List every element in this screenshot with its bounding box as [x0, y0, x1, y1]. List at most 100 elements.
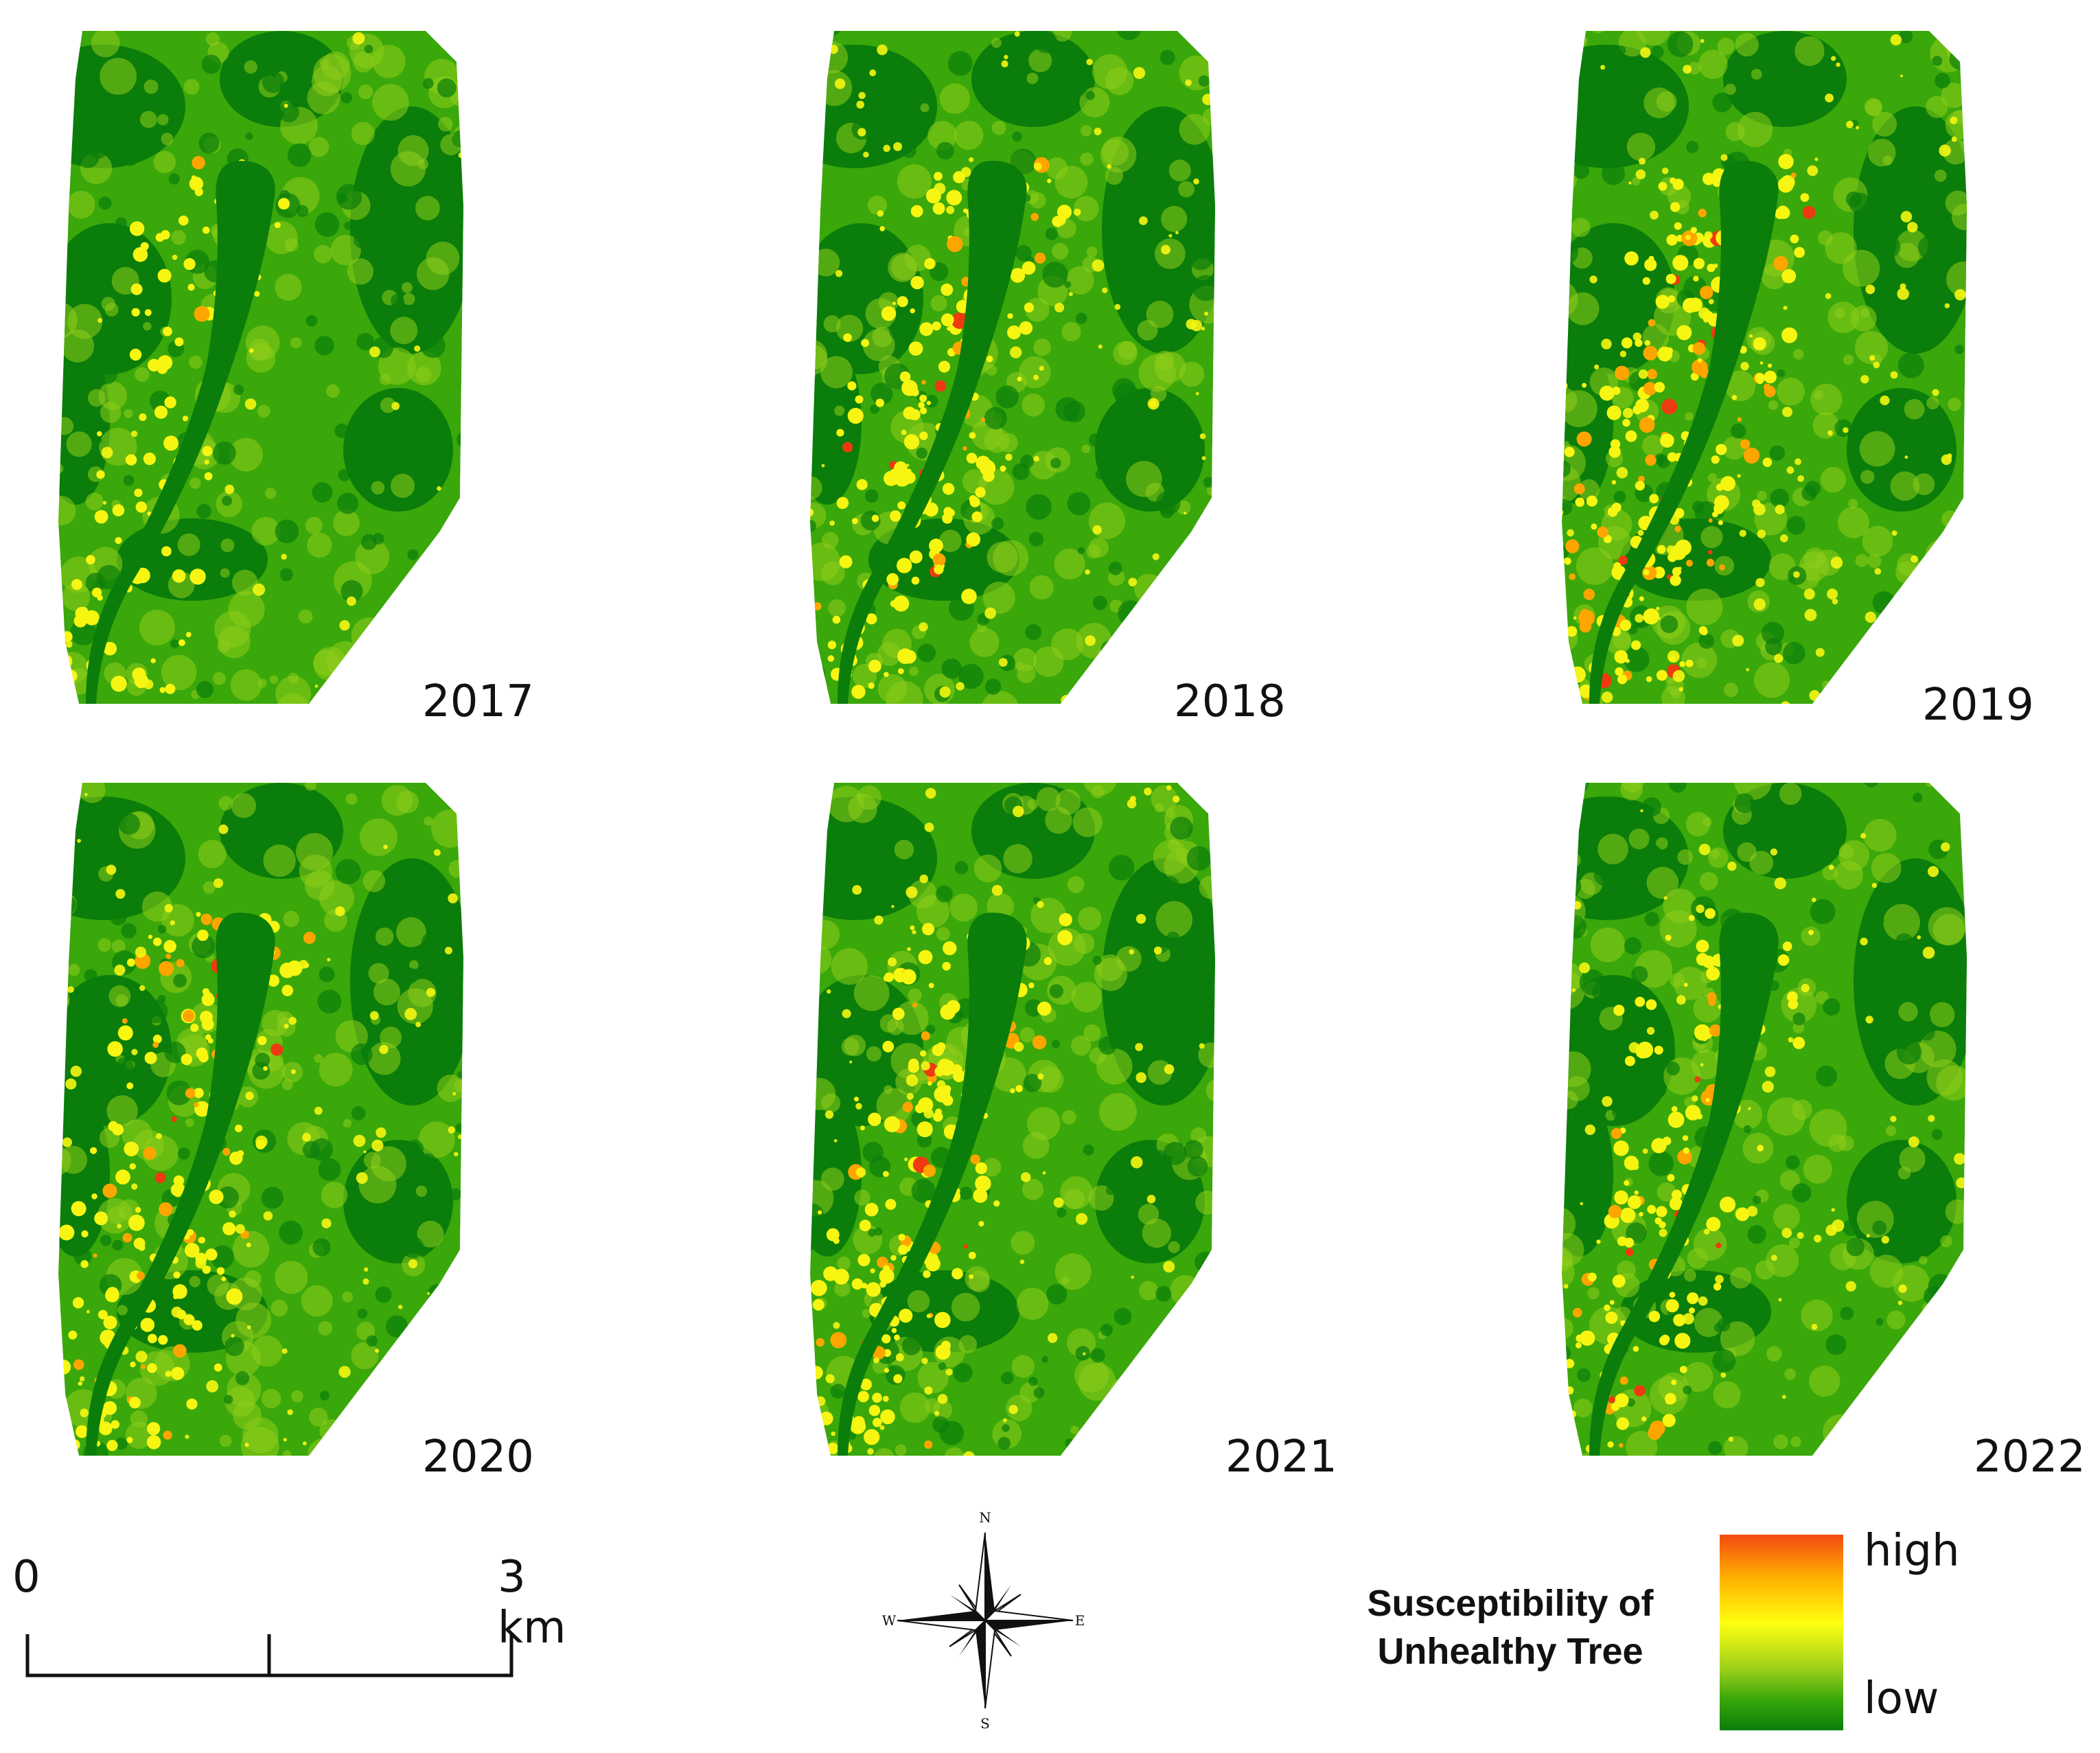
vegetation-cell	[1155, 901, 1192, 938]
susceptibility-spot	[963, 1244, 969, 1249]
susceptibility-spot	[1014, 1042, 1024, 1052]
vegetation-cell	[65, 100, 75, 109]
susceptibility-spot	[1657, 545, 1666, 554]
vegetation-cell	[874, 1227, 883, 1236]
vegetation-cell	[1163, 1141, 1187, 1165]
susceptibility-spot	[356, 1172, 368, 1184]
vegetation-cell	[146, 1092, 157, 1102]
susceptibility-spot	[78, 1381, 82, 1386]
susceptibility-spot	[80, 1376, 85, 1382]
vegetation-cell	[1574, 823, 1600, 849]
susceptibility-spot	[1562, 381, 1568, 391]
vegetation-cell	[423, 78, 434, 89]
susceptibility-spot	[1601, 339, 1612, 350]
vegetation-cell	[1825, 1334, 1847, 1355]
susceptibility-spot	[1667, 452, 1677, 462]
susceptibility-spot	[951, 312, 968, 330]
vegetation-cell	[1792, 1012, 1805, 1026]
susceptibility-spot	[1149, 673, 1154, 678]
vegetation-cell	[1683, 1385, 1692, 1395]
susceptibility-spot	[221, 1276, 227, 1281]
susceptibility-spot	[246, 1325, 251, 1329]
vegetation-cell	[1720, 1321, 1755, 1356]
vegetation-cell	[1848, 499, 1858, 509]
vegetation-cell	[1650, 45, 1664, 59]
vegetation-cell	[1063, 400, 1085, 423]
vegetation-cell	[1046, 1283, 1068, 1305]
susceptibility-spot	[847, 381, 857, 391]
susceptibility-spot	[1762, 457, 1773, 468]
susceptibility-spot	[201, 993, 215, 1007]
vegetation-cell	[895, 1444, 907, 1456]
susceptibility-spot	[810, 1309, 812, 1316]
susceptibility-spot	[942, 513, 953, 524]
vegetation-cell	[404, 967, 419, 983]
susceptibility-spot	[871, 514, 879, 523]
vegetation-cell	[863, 234, 875, 246]
susceptibility-spot	[1832, 598, 1838, 605]
susceptibility-spot	[1764, 370, 1777, 384]
susceptibility-spot	[937, 1394, 948, 1404]
susceptibility-spot	[891, 1327, 897, 1333]
vegetation-cell	[897, 164, 932, 199]
susceptibility-spot	[1667, 650, 1680, 663]
vegetation-cell	[1698, 633, 1715, 649]
vegetation-cell	[810, 1180, 834, 1217]
vegetation-cell	[263, 844, 296, 878]
vegetation-cell	[1597, 834, 1628, 864]
susceptibility-spot	[1562, 623, 1563, 635]
susceptibility-spot	[882, 1395, 889, 1402]
vegetation-cell	[326, 384, 340, 398]
vegetation-cell	[319, 1053, 353, 1087]
vegetation-cell	[355, 540, 390, 575]
susceptibility-spot	[1807, 165, 1819, 176]
susceptibility-spot	[58, 1360, 71, 1375]
vegetation-cell	[810, 1228, 819, 1252]
vegetation-cell	[1637, 31, 1670, 46]
vegetation-cell	[820, 1167, 844, 1191]
vegetation-cell	[135, 367, 150, 382]
vegetation-cell	[1562, 1247, 1573, 1272]
vegetation-cell	[1626, 133, 1656, 161]
susceptibility-spot	[244, 398, 257, 410]
vegetation-cell	[1036, 787, 1061, 812]
susceptibility-spot	[131, 1183, 138, 1190]
vegetation-cell	[947, 51, 973, 76]
susceptibility-spot	[1735, 1207, 1750, 1222]
susceptibility-spot	[1638, 369, 1648, 379]
susceptibility-spot	[1565, 539, 1580, 553]
susceptibility-spot	[163, 435, 179, 451]
vegetation-cell	[436, 1327, 448, 1340]
vegetation-cell	[279, 568, 293, 582]
susceptibility-spot	[879, 1281, 886, 1288]
susceptibility-spot	[72, 1297, 84, 1309]
vegetation-cell	[1693, 994, 1722, 1023]
susceptibility-spot	[969, 1274, 973, 1279]
vegetation-cell	[287, 143, 312, 168]
susceptibility-spot	[1146, 1195, 1156, 1204]
vegetation-cell	[1025, 623, 1041, 641]
vegetation-cell	[1734, 793, 1755, 814]
susceptibility-spot	[1013, 805, 1024, 818]
susceptibility-spot	[926, 400, 931, 405]
susceptibility-spot	[1558, 1439, 1561, 1445]
susceptibility-spot	[1186, 319, 1197, 330]
susceptibility-spot	[1129, 796, 1136, 802]
vegetation-cell	[1790, 1436, 1801, 1447]
susceptibility-spot	[139, 985, 146, 992]
susceptibility-spot	[128, 1397, 141, 1409]
susceptibility-spot	[58, 1440, 74, 1456]
susceptibility-spot	[106, 864, 117, 875]
susceptibility-spot	[934, 172, 943, 181]
vegetation-cell	[317, 989, 342, 1014]
susceptibility-spot	[921, 380, 926, 385]
vegetation-cell	[112, 1239, 124, 1251]
vegetation-cell	[1074, 933, 1095, 954]
vegetation-cell	[1022, 393, 1045, 417]
vegetation-cell	[1856, 1403, 1871, 1418]
susceptibility-spot	[1814, 157, 1819, 161]
susceptibility-spot	[922, 923, 934, 936]
susceptibility-spot	[1619, 1376, 1628, 1385]
susceptibility-spot	[1613, 565, 1617, 569]
susceptibility-spot	[858, 91, 866, 100]
